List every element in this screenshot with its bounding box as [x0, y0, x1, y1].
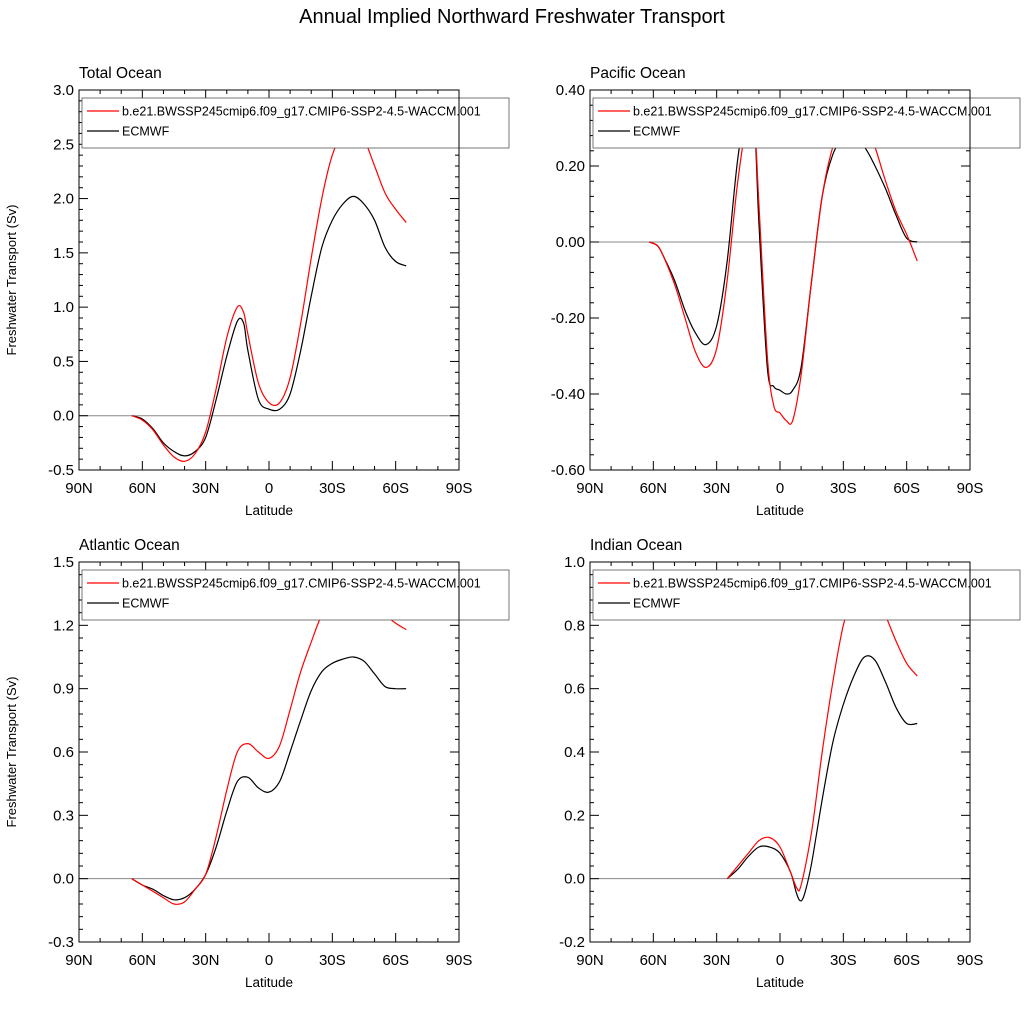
y-tick-label: 0.8 [564, 617, 585, 634]
legend-label: ECMWF [633, 597, 681, 611]
y-tick-label: 0.40 [556, 82, 585, 99]
x-tick-label: 60N [129, 952, 157, 969]
x-axis-label: Latitude [756, 975, 804, 990]
x-tick-label: 60S [382, 952, 409, 969]
x-tick-label: 0 [776, 952, 784, 969]
x-tick-label: 0 [265, 952, 273, 969]
y-tick-label: -0.60 [551, 462, 585, 479]
legend-label: b.e21.BWSSP245cmip6.f09_g17.CMIP6-SSP2-4… [122, 577, 481, 591]
y-tick-label: 1.5 [53, 245, 74, 262]
x-tick-label: 90S [957, 480, 984, 497]
x-tick-label: 30N [192, 480, 220, 497]
y-tick-label: -0.2 [559, 934, 585, 951]
x-tick-label: 0 [265, 480, 273, 497]
panel-title: Total Ocean [79, 65, 162, 82]
y-tick-label: 0.20 [556, 158, 585, 175]
y-tick-label: 2.5 [53, 136, 74, 153]
x-tick-label: 60N [640, 480, 668, 497]
legend-label: ECMWF [633, 125, 681, 139]
y-tick-label: 0.6 [53, 744, 74, 761]
legend-box [592, 97, 1021, 149]
x-tick-label: 60S [382, 480, 409, 497]
x-tick-label: 30N [703, 480, 731, 497]
legend-box [81, 569, 510, 621]
panel-title: Atlantic Ocean [79, 537, 180, 554]
series-line [726, 655, 918, 902]
x-tick-label: 60N [129, 480, 157, 497]
series-line [726, 580, 918, 892]
x-tick-label: 0 [776, 480, 784, 497]
x-tick-label: 90N [65, 952, 93, 969]
x-tick-label: 30S [319, 480, 346, 497]
y-tick-label: 0.0 [53, 408, 74, 425]
plot-frame [78, 89, 460, 471]
y-tick-label: 0.6 [564, 681, 585, 698]
plot-frame [589, 561, 971, 943]
x-tick-label: 60N [640, 952, 668, 969]
chart-panel: 90N 60N 30N 0 30S 60S 90S -0.3 0.0 0.3 0.6 0.9 1.2 1.… [4, 537, 510, 990]
page-title: Annual Implied Northward Freshwater Tran… [299, 6, 725, 28]
chart-panel: 90N 60N 30N 0 30S 60S 90S -0.60 -0.40 -0.20 0.00 0.… [551, 65, 1021, 518]
y-tick-label: 1.2 [53, 617, 74, 634]
series-line [648, 111, 918, 425]
series-line [131, 584, 407, 905]
x-tick-label: 60S [893, 480, 920, 497]
legend-label: b.e21.BWSSP245cmip6.f09_g17.CMIP6-SSP2-4… [633, 105, 992, 119]
y-tick-label: -0.5 [48, 462, 74, 479]
y-axis-label: Freshwater Transport (Sv) [4, 205, 19, 356]
x-tick-label: 60S [893, 952, 920, 969]
x-tick-label: 90S [446, 952, 473, 969]
y-tick-label: -0.40 [551, 386, 585, 403]
x-tick-label: 30N [703, 952, 731, 969]
legend-box [592, 569, 1021, 621]
y-tick-label: -0.3 [48, 934, 74, 951]
x-axis-label: Latitude [245, 503, 293, 518]
series-line [131, 127, 407, 462]
x-axis-label: Latitude [245, 975, 293, 990]
y-tick-label: 3.0 [53, 82, 74, 99]
series-line [131, 656, 407, 901]
y-tick-label: 0.0 [564, 871, 585, 888]
legend-label: b.e21.BWSSP245cmip6.f09_g17.CMIP6-SSP2-4… [633, 577, 992, 591]
panel-title: Indian Ocean [590, 537, 682, 554]
chart-panel: 90N 60N 30N 0 30S 60S 90S -0.2 0.0 0.2 0.4 0.6 0.8 1.… [559, 537, 1021, 990]
y-tick-label: 0.0 [53, 871, 74, 888]
x-tick-label: 30S [319, 952, 346, 969]
y-tick-label: 0.9 [53, 681, 74, 698]
y-tick-label: 1.0 [564, 554, 585, 571]
y-tick-label: 0.5 [53, 353, 74, 370]
legend-label: b.e21.BWSSP245cmip6.f09_g17.CMIP6-SSP2-4… [122, 105, 481, 119]
chart-panel: 90N 60N 30N 0 30S 60S 90S -0.5 0.0 0.5 1.0 1.5 2.0 2.… [4, 65, 510, 518]
x-tick-label: 90N [576, 952, 604, 969]
y-axis-label: Freshwater Transport (Sv) [4, 677, 19, 828]
x-tick-label: 30S [830, 480, 857, 497]
legend-label: ECMWF [122, 125, 170, 139]
y-tick-label: 2.0 [53, 191, 74, 208]
y-tick-label: 1.5 [53, 554, 74, 571]
y-tick-label: 0.3 [53, 807, 74, 824]
plot-frame [78, 561, 460, 943]
x-tick-label: 90N [65, 480, 93, 497]
y-tick-label: 0.4 [564, 744, 585, 761]
panel-title: Pacific Ocean [590, 65, 686, 82]
x-axis-label: Latitude [756, 503, 804, 518]
x-tick-label: 90S [446, 480, 473, 497]
y-tick-label: 1.0 [53, 299, 74, 316]
legend-label: ECMWF [122, 597, 170, 611]
series-line [131, 195, 407, 457]
x-tick-label: 30S [830, 952, 857, 969]
plot-frame [589, 89, 971, 471]
x-tick-label: 90N [576, 480, 604, 497]
x-tick-label: 30N [192, 952, 220, 969]
y-tick-label: 0.00 [556, 234, 585, 251]
x-tick-label: 90S [957, 952, 984, 969]
legend-box [81, 97, 510, 149]
y-tick-label: 0.2 [564, 807, 585, 824]
y-tick-label: -0.20 [551, 310, 585, 327]
